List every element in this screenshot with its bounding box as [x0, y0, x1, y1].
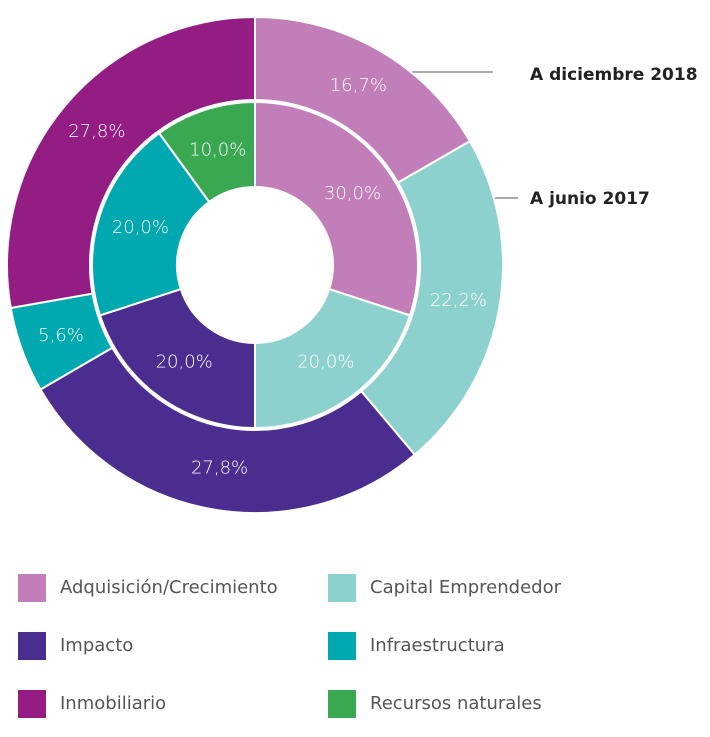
data-label: 5,6% — [38, 325, 84, 346]
legend-label: Inmobiliario — [60, 693, 166, 714]
donut-slice — [98, 287, 256, 430]
donut-slice — [6, 15, 256, 310]
data-label: 22,2% — [430, 290, 487, 311]
donut-slice — [39, 346, 417, 514]
legend-swatch — [328, 632, 356, 660]
data-label: 27,8% — [68, 121, 125, 142]
donut-slice — [157, 100, 256, 204]
legend-label: Capital Emprendedor — [370, 577, 562, 598]
legend: Adquisición/Crecimiento Capital Emprended… — [18, 574, 562, 718]
data-label: 20,0% — [297, 351, 354, 372]
legend-swatch — [18, 574, 46, 602]
legend-swatch — [18, 690, 46, 718]
legend-label: Infraestructura — [370, 635, 505, 656]
donut-slice — [254, 287, 412, 430]
donut-slice — [91, 131, 211, 317]
data-label: 30,0% — [324, 183, 381, 204]
ring-label: A junio 2017 — [530, 189, 650, 209]
legend-label: Recursos naturales — [370, 693, 542, 714]
data-label: 10,0% — [189, 139, 246, 160]
donut-slice — [254, 100, 419, 317]
legend-swatch — [18, 632, 46, 660]
legend-swatch — [328, 574, 356, 602]
labels: 16,7% 22,2% 27,8% 5,6% 27,8% 30,0% 20,0% 20,0% 2… — [38, 75, 487, 478]
data-label: 16,7% — [330, 75, 387, 96]
data-label: 20,0% — [156, 351, 213, 372]
data-label: 20,0% — [112, 217, 169, 238]
legend-swatch — [328, 690, 356, 718]
rings — [6, 15, 504, 514]
donut-slice — [359, 139, 504, 457]
legend-label: Impacto — [60, 635, 133, 656]
legend-label: Adquisición/Crecimiento — [60, 577, 278, 598]
ring-label: A diciembre 2018 — [530, 65, 698, 85]
data-label: 27,8% — [191, 457, 248, 478]
